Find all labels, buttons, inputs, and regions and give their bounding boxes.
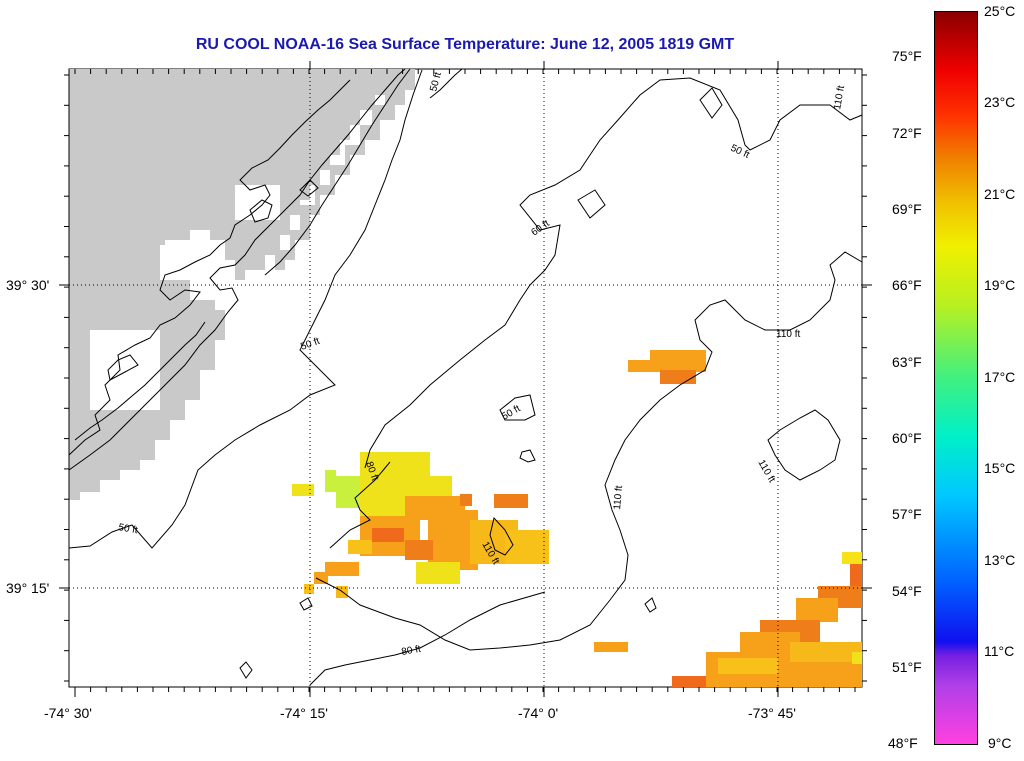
colorbar-c-label: 19°C — [984, 277, 1016, 293]
colorbar-c-label: 9°C — [988, 735, 1012, 751]
coastline — [68, 68, 411, 471]
colorbar-f-label: 75°F — [892, 48, 922, 64]
lat-label: 39° 15' — [6, 580, 49, 596]
contour-label: 50 ft — [117, 522, 138, 536]
colorbar-f-label: 51°F — [892, 659, 922, 675]
temperature-colorbar — [934, 11, 978, 745]
colorbar-c-label: 13°C — [984, 552, 1016, 568]
lon-label: -74° 0' — [518, 705, 558, 721]
colorbar-f-label: 48°F — [888, 735, 918, 751]
sst-map: 50 ft 50 ft 50 ft 50 ft 60 ft 80 ft 110 … — [6, 61, 872, 721]
colorbar-f-label: 63°F — [892, 354, 922, 370]
contour-label: 110 ft — [832, 84, 847, 110]
map-title: RU COOL NOAA-16 Sea Surface Temperature:… — [195, 36, 735, 53]
colorbar-f-label: 54°F — [892, 583, 922, 599]
colorbar-c-label: 15°C — [984, 460, 1016, 476]
colorbar-c-label: 11°C — [984, 643, 1015, 659]
contour-label: 80 ft — [401, 644, 422, 658]
colorbar-c-label: 17°C — [984, 369, 1016, 385]
contour-label: 110 ft — [776, 329, 800, 340]
lon-label: -74° 15' — [280, 705, 328, 721]
lon-label: -73° 45' — [748, 705, 796, 721]
colorbar-f-label: 72°F — [892, 125, 922, 141]
land-mass — [69, 69, 415, 500]
contour-label: 110 ft — [612, 485, 625, 510]
graticule — [69, 69, 862, 687]
colorbar-f-label: 69°F — [892, 201, 922, 217]
colorbar-c-label: 25°C — [984, 3, 1016, 19]
colorbar-f-label: 60°F — [892, 430, 922, 446]
sst-pixels — [292, 350, 862, 687]
colorbar-c-label: 21°C — [984, 186, 1016, 202]
lat-label: 39° 30' — [6, 277, 49, 293]
colorbar-f-label: 57°F — [892, 506, 922, 522]
bathymetry-contours — [68, 68, 863, 686]
contour-label: 50 ft — [428, 71, 444, 93]
colorbar-f-label: 66°F — [892, 277, 922, 293]
colorbar-c-label: 23°C — [984, 94, 1016, 110]
lon-label: -74° 30' — [44, 705, 92, 721]
contour-label-group: 50 ft 50 ft 50 ft 50 ft 60 ft 80 ft 110 … — [117, 71, 847, 658]
minor-ticks — [64, 69, 867, 692]
